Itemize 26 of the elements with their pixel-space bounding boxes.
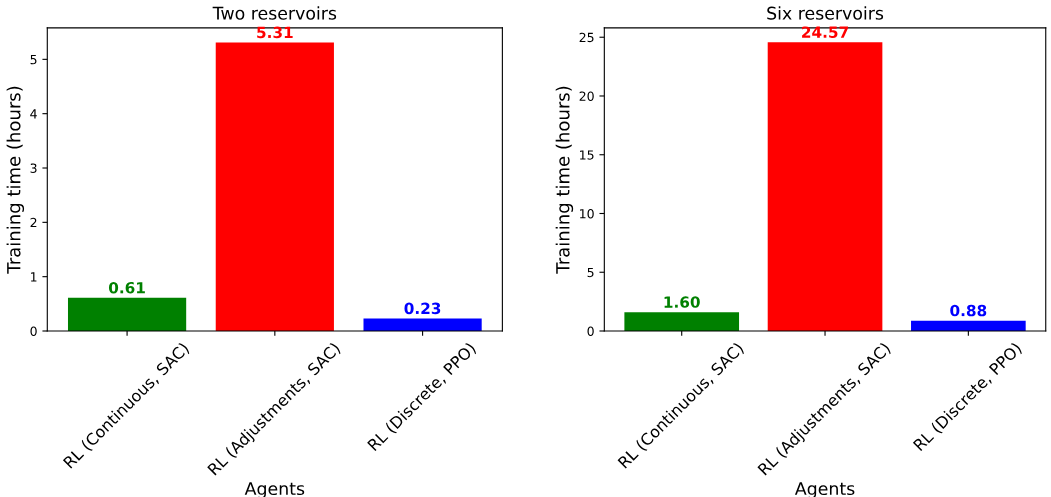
bar [67, 297, 187, 331]
y-tick-label: 15 [580, 150, 594, 160]
data-label: 0.23 [404, 302, 441, 315]
y-tick-label: 25 [579, 32, 594, 43]
bar [215, 42, 334, 331]
y-axis-title: Training time (hours) [555, 86, 574, 274]
data-label: 1.60 [664, 296, 700, 308]
y-tick-label: 1 [30, 272, 37, 282]
y-tick-label: 5 [587, 267, 594, 278]
bar [767, 42, 883, 331]
y-tick-label: 3 [30, 163, 37, 173]
chart-title: Six reservoirs [767, 6, 884, 20]
data-label: 0.61 [108, 281, 145, 294]
y-tick-label: 2 [30, 217, 37, 228]
y-tick-label: 0 [587, 326, 594, 336]
data-label: 0.88 [950, 304, 987, 317]
y-tick-label: 4 [30, 109, 37, 119]
data-label: 24.57 [802, 26, 848, 38]
y-tick-label: 10 [580, 208, 594, 219]
chart-title: Two reservoirs [212, 6, 337, 20]
y-axis-title: Training time (hours) [6, 86, 25, 274]
data-label: 5.31 [257, 26, 293, 39]
bar [624, 312, 740, 331]
y-tick-label: 5 [30, 54, 37, 65]
y-tick-label: 0 [30, 326, 37, 336]
y-tick-label: 20 [579, 91, 594, 101]
